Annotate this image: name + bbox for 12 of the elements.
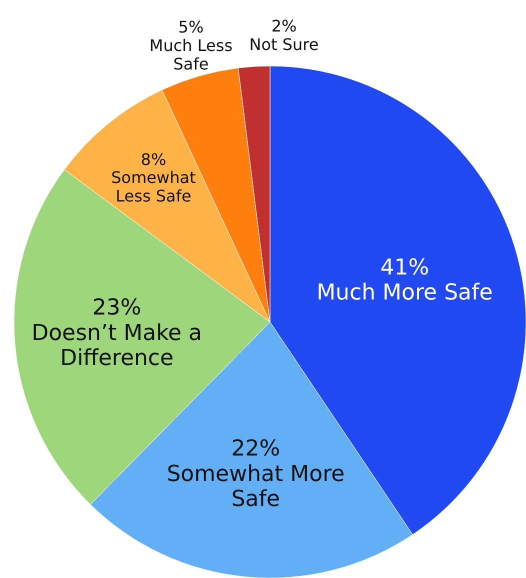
data-label: 23% — [92, 296, 142, 321]
data-label: 41% — [380, 255, 430, 280]
slice-label: Somewhat More Safe — [166, 462, 345, 512]
slice-label: Much Less Safe — [149, 36, 233, 74]
slice-label: Much More Safe — [316, 280, 493, 306]
data-label: 22% — [231, 436, 280, 462]
data-label: 8% — [140, 150, 166, 170]
slice-label: Somewhat Less Safe — [111, 168, 196, 206]
data-label: 5% — [178, 18, 204, 38]
slice-label: Not Sure — [249, 35, 319, 54]
slice-label: Doesn’t Make a Difference — [32, 320, 202, 372]
data-label: 2% — [271, 16, 297, 36]
